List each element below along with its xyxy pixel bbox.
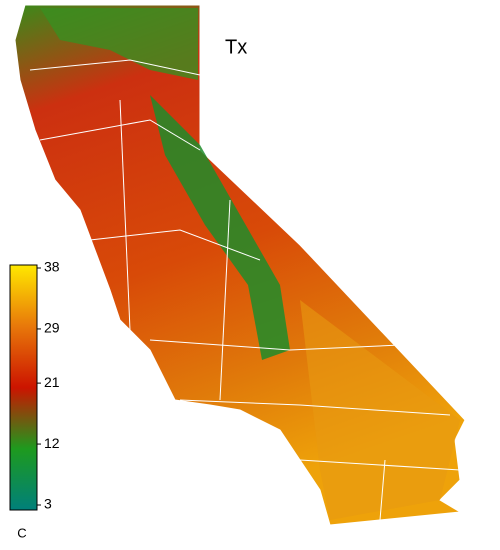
sierra-highlands — [150, 95, 290, 360]
colorbar-unit: C — [17, 525, 26, 540]
north-highlands — [40, 8, 198, 80]
colorbar — [9, 264, 38, 511]
colorbar-tick-label: 29 — [44, 320, 60, 336]
colorbar-tick-label: 38 — [44, 259, 60, 275]
colorbar-tick-label: 3 — [44, 496, 52, 512]
map-title: Tx — [225, 36, 247, 58]
colorbar-tick-label: 12 — [44, 435, 60, 451]
county-lines — [29, 59, 461, 521]
colorbar-tick-label: 21 — [44, 374, 60, 390]
california-map — [14, 4, 466, 526]
